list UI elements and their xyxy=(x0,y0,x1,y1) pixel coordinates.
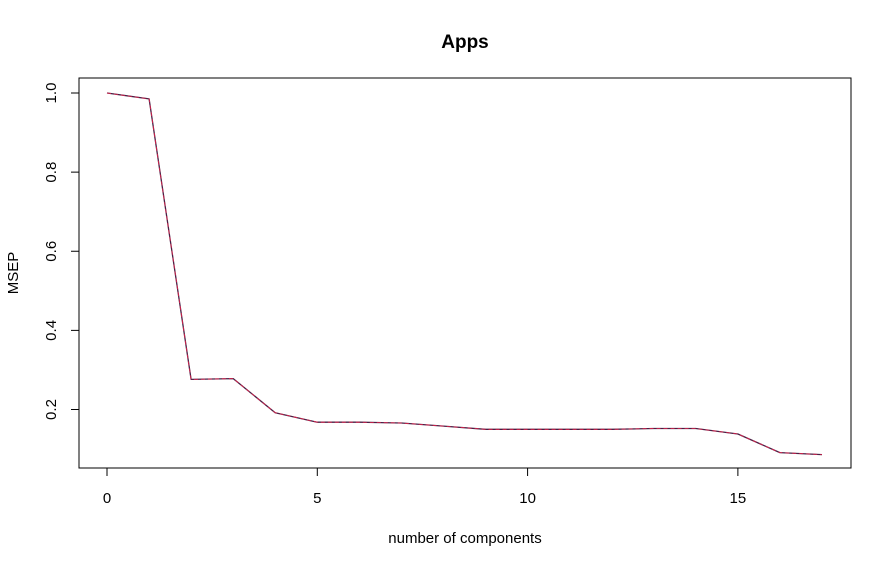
y-tick-label: 0.8 xyxy=(43,162,60,183)
x-tick-label: 5 xyxy=(313,490,321,507)
x-tick-label: 0 xyxy=(103,490,111,507)
y-tick-label: 0.2 xyxy=(43,399,60,420)
y-tick-label: 0.6 xyxy=(43,241,60,262)
y-tick-label: 0.4 xyxy=(43,320,60,341)
series-layer xyxy=(106,92,823,456)
x-tick-label: 15 xyxy=(730,490,747,507)
plot-frame xyxy=(78,77,852,469)
x-axis: 0 5 10 15 xyxy=(103,467,747,507)
x-axis-label: number of components xyxy=(388,530,541,547)
y-axis-label: MSEP xyxy=(5,252,22,295)
y-axis: 0.2 0.4 0.6 0.8 1.0 xyxy=(43,83,80,420)
x-tick-label: 10 xyxy=(519,490,536,507)
series-line-1 xyxy=(106,92,823,456)
y-tick-label: 1.0 xyxy=(43,83,60,104)
series-line-2 xyxy=(106,92,823,455)
chart-title: Apps xyxy=(441,32,489,53)
